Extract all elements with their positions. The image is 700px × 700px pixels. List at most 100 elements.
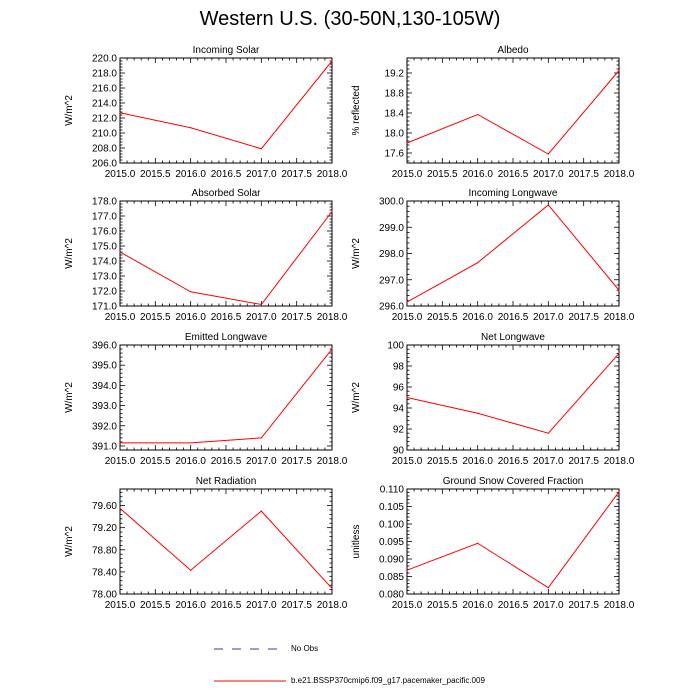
series-line [406, 70, 620, 155]
x-tick-label: 2015.5 [140, 312, 171, 323]
x-tick-label: 2016.5 [498, 312, 529, 323]
y-tick-label: 90 [393, 446, 405, 457]
data-point [260, 303, 262, 306]
y-tick-label: 395.0 [92, 361, 117, 372]
x-tick-label: 2017.5 [568, 312, 599, 323]
y-tick-label: 206.0 [92, 159, 117, 170]
x-tick-label: 2015.5 [427, 600, 458, 611]
data-point [331, 348, 333, 350]
plot-title: Emitted Longwave [185, 332, 268, 343]
y-tick-label: 79.20 [92, 523, 117, 534]
y-tick-label: 0.085 [379, 572, 404, 583]
data-point [547, 587, 549, 589]
data-point [547, 204, 549, 206]
y-tick-label: 216.0 [92, 84, 117, 95]
y-tick-label: 0.080 [379, 590, 404, 601]
x-tick-label: 2018.0 [317, 169, 348, 180]
x-tick-label: 2016.0 [175, 456, 206, 467]
data-point [260, 510, 262, 512]
y-tick-label: 18.4 [385, 109, 405, 120]
x-tick-label: 2015.0 [392, 600, 423, 611]
x-tick-label: 2018.0 [604, 169, 635, 180]
legend-obs-label: No Obs [291, 644, 319, 653]
x-tick-label: 2018.0 [317, 312, 348, 323]
y-tick-label: 393.0 [92, 401, 117, 412]
plot-2: Absorbed Solar W/m^2 2015.0 2015.5 2016.0 201… [64, 188, 348, 323]
y-tick-label: 171.0 [92, 302, 117, 313]
data-point [477, 262, 479, 264]
y-axis-label: unitless [351, 525, 362, 559]
y-tick-label: 18.8 [385, 89, 405, 100]
data-point [190, 569, 192, 571]
y-tick-label: 176.0 [92, 227, 117, 238]
data-point [406, 301, 408, 303]
x-tick-label: 2016.0 [175, 312, 206, 323]
legend-model-label: b.e21.BSSP370cmip6.f09_g17.pacemaker_pac… [291, 676, 485, 685]
data-point [331, 210, 333, 213]
y-tick-label: 297.0 [379, 275, 404, 286]
x-tick-label: 2015.0 [105, 312, 136, 323]
plot-title: Incoming Longwave [469, 188, 558, 199]
x-tick-label: 2018.0 [317, 456, 348, 467]
data-point [618, 289, 620, 291]
y-tick-label: 210.0 [92, 129, 117, 140]
x-tick-label: 2016.5 [211, 456, 242, 467]
plot-5: Net Longwave W/m^2 2015.0 2015.5 2016.0 2016.… [351, 332, 635, 467]
x-tick-label: 2016.0 [462, 600, 493, 611]
y-tick-label: 100 [387, 341, 404, 352]
y-axis-label: W/m^2 [64, 95, 75, 126]
x-tick-label: 2015.0 [392, 456, 423, 467]
data-point [331, 587, 333, 590]
data-point [477, 113, 479, 116]
plot-1: Albedo % reflected 2015.0 2015.5 2016.0 2016.… [351, 45, 635, 180]
series-line [406, 204, 620, 303]
data-point [190, 127, 192, 129]
plot-frame [406, 57, 620, 164]
x-tick-label: 2017.5 [568, 456, 599, 467]
plot-0: Incoming Solar W/m^2 2015.0 2015.5 2016.0 201… [64, 45, 348, 180]
x-tick-label: 2016.5 [211, 600, 242, 611]
y-axis-label: W/m^2 [351, 382, 362, 413]
y-axis-label: % reflected [351, 85, 362, 135]
x-tick-label: 2015.5 [427, 169, 458, 180]
data-point [331, 60, 333, 62]
x-tick-label: 2016.5 [211, 169, 242, 180]
x-tick-label: 2018.0 [604, 600, 635, 611]
y-tick-label: 394.0 [92, 381, 117, 392]
x-tick-label: 2016.0 [462, 169, 493, 180]
y-tick-label: 0.090 [379, 555, 404, 566]
y-tick-label: 220.0 [92, 54, 117, 65]
plot-frame [119, 344, 333, 451]
plot-title: Net Longwave [481, 332, 545, 343]
y-tick-label: 0.095 [379, 537, 404, 548]
x-tick-label: 2015.5 [427, 312, 458, 323]
x-tick-label: 2017.5 [281, 312, 312, 323]
y-tick-label: 78.00 [92, 590, 117, 601]
x-tick-label: 2015.0 [105, 600, 136, 611]
data-point [618, 491, 620, 493]
series-line [406, 491, 620, 589]
y-tick-label: 177.0 [92, 212, 117, 223]
data-point [119, 112, 121, 114]
data-point [618, 69, 620, 72]
y-tick-label: 78.40 [92, 567, 117, 578]
plot-frame [406, 488, 620, 595]
y-tick-label: 78.80 [92, 545, 117, 556]
x-tick-label: 2016.0 [175, 600, 206, 611]
y-tick-label: 18.0 [385, 129, 405, 140]
x-tick-label: 2017.0 [533, 169, 564, 180]
data-point [477, 542, 479, 544]
plot-title: Ground Snow Covered Fraction [443, 476, 584, 487]
plot-frame [119, 488, 333, 595]
x-tick-label: 2015.5 [140, 600, 171, 611]
y-tick-label: 0.100 [379, 520, 404, 531]
data-point [547, 432, 549, 434]
series-line [406, 353, 620, 434]
y-tick-label: 296.0 [379, 302, 404, 313]
x-tick-label: 2017.5 [568, 600, 599, 611]
x-tick-label: 2016.5 [498, 169, 529, 180]
y-tick-label: 19.2 [385, 69, 405, 80]
y-tick-label: 79.60 [92, 501, 117, 512]
x-tick-label: 2017.5 [281, 456, 312, 467]
y-tick-label: 396.0 [92, 341, 117, 352]
